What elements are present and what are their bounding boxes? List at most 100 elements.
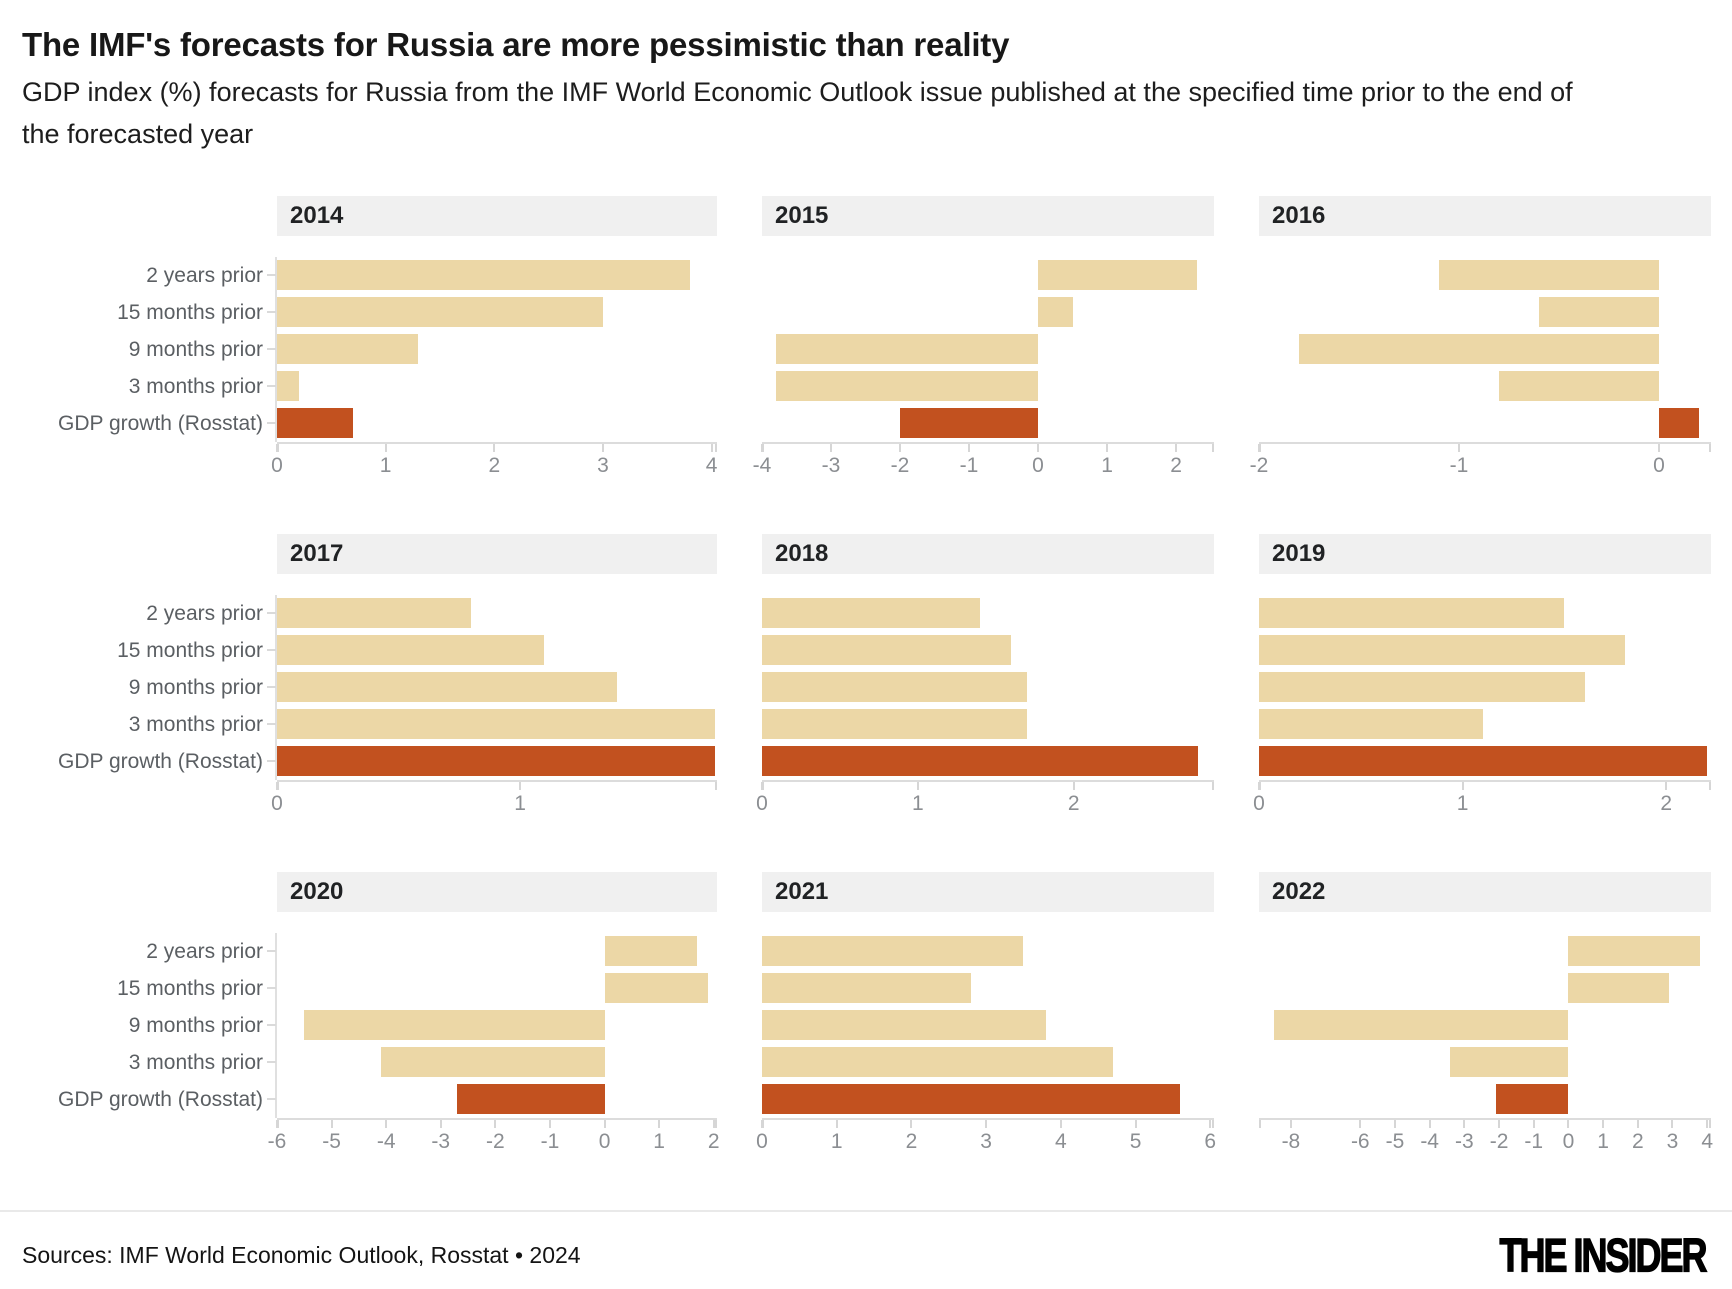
plot-area — [762, 595, 1214, 780]
panel-year-header: 2022 — [1259, 871, 1711, 912]
plot-area — [762, 933, 1214, 1118]
row-label: 9 months prior — [128, 337, 263, 361]
x-tick — [1567, 1119, 1570, 1128]
bar-forecast — [277, 296, 603, 327]
footer: Sources: IMF World Economic Outlook, Ros… — [0, 1212, 1732, 1283]
x-tick — [658, 1119, 661, 1128]
x-tick-label: 2 — [1170, 453, 1182, 477]
bar-forecast — [1038, 259, 1197, 290]
x-tick — [1258, 443, 1260, 452]
axis-endcap — [715, 1119, 717, 1128]
panel-2017: 2017 0 1 — [267, 533, 717, 816]
bar-forecast — [277, 708, 715, 739]
panel-2014: 2014 0 1 2 3 4 — [267, 195, 717, 478]
x-tick — [1706, 1119, 1709, 1128]
x-tick-label: 0 — [1653, 453, 1665, 477]
panel-year-header: 2018 — [762, 533, 1214, 574]
x-axis: 0 1 2 — [756, 779, 1214, 816]
panel-year-header: 2021 — [762, 871, 1214, 912]
x-tick — [1059, 1119, 1062, 1128]
x-tick-label: 1 — [912, 791, 924, 815]
panel-row: 2 years prior 15 months prior 9 months pri… — [22, 533, 1712, 816]
bar-forecast — [1450, 1046, 1569, 1077]
x-tick-label: -6 — [1350, 1129, 1370, 1153]
row-labels: 2 years prior 15 months prior 9 months pri… — [22, 196, 277, 478]
row-label: 2 years prior — [146, 263, 263, 287]
y-tick — [267, 384, 276, 387]
x-tick-label: 2 — [1631, 1129, 1644, 1153]
bar-actual — [277, 745, 715, 776]
bar-forecast — [762, 634, 1012, 665]
bar-actual — [277, 407, 354, 438]
bar-actual — [457, 1083, 605, 1114]
panel-year-header: 2019 — [1259, 533, 1711, 574]
x-tick — [603, 1119, 606, 1128]
axis-endcap — [762, 443, 764, 452]
bar-forecast — [1568, 935, 1701, 966]
axis-endcap — [762, 781, 764, 790]
bar-forecast — [604, 972, 709, 1003]
y-tick — [267, 310, 276, 313]
axis-endcap — [1212, 443, 1214, 452]
x-tick — [761, 1119, 763, 1128]
panel-year-label: 2014 — [290, 201, 344, 229]
x-tick — [1463, 1119, 1466, 1128]
x-tick-label: -1 — [1449, 453, 1469, 477]
x-tick — [1671, 1119, 1674, 1128]
x-tick-label: 0 — [271, 453, 283, 477]
plot-area — [267, 932, 717, 1118]
footer-divider — [0, 1209, 1732, 1212]
x-tick — [1665, 781, 1668, 790]
row-label: 15 months prior — [117, 638, 263, 662]
x-tick — [835, 1119, 838, 1128]
panel-2020: 2020 -6 -5 -4 -3 -2 -1 0 1 2 — [267, 871, 720, 1154]
x-tick-label: 2 — [1660, 791, 1673, 815]
x-tick-label: -6 — [267, 1129, 287, 1153]
x-tick-label: 5 — [1129, 1129, 1142, 1153]
bar-forecast — [1038, 296, 1073, 327]
x-tick — [830, 443, 832, 452]
panel-year-label: 2022 — [1272, 877, 1326, 905]
x-tick — [1532, 1119, 1535, 1128]
bar-actual — [1659, 407, 1699, 438]
row-labels: 2 years prior 15 months prior 9 months pri… — [22, 872, 277, 1154]
row-label: 15 months prior — [117, 976, 263, 1000]
bar-forecast — [277, 259, 690, 290]
x-tick-label: 0 — [756, 1129, 768, 1153]
axis-endcap — [277, 1119, 279, 1128]
axis-endcap — [277, 781, 279, 790]
bar-forecast — [1499, 370, 1659, 401]
x-tick-label: -2 — [486, 1129, 505, 1153]
axis-endcap — [1212, 1119, 1214, 1128]
x-tick — [1428, 1119, 1431, 1128]
x-tick — [1461, 781, 1464, 790]
x-tick — [1106, 443, 1109, 452]
x-tick — [1636, 1119, 1639, 1128]
x-tick-label: -2 — [1249, 453, 1269, 477]
x-tick-label: 3 — [980, 1129, 992, 1153]
x-tick-label: -3 — [431, 1129, 451, 1153]
y-tick — [267, 759, 276, 762]
row-label: 15 months prior — [117, 300, 263, 324]
bar-forecast — [775, 370, 1039, 401]
x-tick — [493, 443, 496, 452]
y-tick — [267, 685, 276, 688]
y-tick — [267, 421, 276, 424]
axis-endcap — [762, 1119, 764, 1128]
panel-year-header: 2017 — [277, 533, 717, 574]
x-axis: -6 -5 -4 -3 -2 -1 0 1 2 — [268, 1117, 720, 1154]
x-tick-label: 4 — [1054, 1129, 1067, 1153]
x-tick-label: 1 — [830, 1129, 843, 1153]
panel-year-label: 2016 — [1272, 201, 1326, 229]
x-tick — [1658, 443, 1660, 452]
panel-2021: 2021 0 1 2 3 4 5 6 — [756, 871, 1216, 1154]
panel-year-label: 2018 — [775, 539, 829, 567]
bar-forecast — [1539, 296, 1659, 327]
bar-actual — [762, 745, 1199, 776]
y-tick — [267, 722, 276, 725]
x-tick — [1602, 1119, 1605, 1128]
x-tick — [276, 443, 278, 452]
x-axis: 0 1 2 3 4 5 6 — [756, 1117, 1216, 1154]
x-tick — [439, 1119, 442, 1128]
